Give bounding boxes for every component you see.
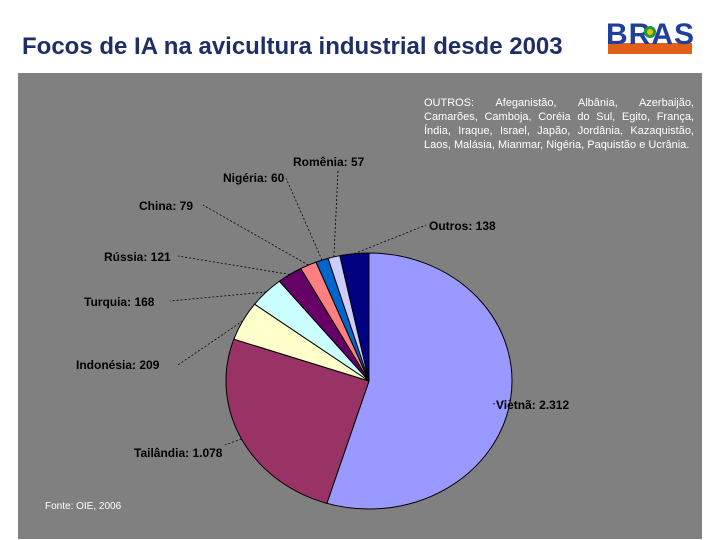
slice-label-romênia: Romênia: 57 [293,155,365,169]
pie-slices [225,252,513,510]
pie-chart: Vietnã: 2.312 Tailândia: 1.078 Indonésia: … [76,155,569,510]
leader-line-china [202,204,309,266]
slice-label-outros: Outros: 138 [429,219,496,233]
slice-label-vietnã: Vietnã: 2.312 [496,398,569,412]
pie-leader-lines [169,170,511,446]
leader-line-turquia [169,291,267,302]
leader-line-outros [354,224,427,255]
slice-label-china: China: 79 [139,199,193,213]
slice-label-nigéria: Nigéria: 60 [223,171,285,185]
leader-line-romênia [333,170,339,257]
slice-label-rússia: Rússia: 121 [104,250,171,264]
pie-labels: Vietnã: 2.312 Tailândia: 1.078 Indonésia: … [76,155,569,460]
leader-line-tailândia [224,438,242,446]
slice-label-tailândia: Tailândia: 1.078 [134,446,223,460]
slice-label-indonésia: Indonésia: 209 [76,358,160,372]
logo-band [608,43,692,54]
leader-line-indonésia [177,320,243,366]
pie-slice-vietnã [326,252,513,510]
source-note: Fonte: OIE, 2006 [45,501,122,512]
brasil-logo: BRASIL [606,18,696,54]
leader-line-rússia [177,255,290,275]
chart-panel: Vietnã: 2.312 Tailândia: 1.078 Indonésia: … [18,73,702,539]
leader-line-nigéria [285,177,323,261]
slide-title: Focos de IA na avicultura industrial des… [22,33,563,60]
others-note: OUTROS: Afeganistão, Albânia, Azerbaijão… [424,97,694,151]
slice-label-turquia: Turquia: 168 [84,295,155,309]
leader-line-vietnã [492,399,511,405]
